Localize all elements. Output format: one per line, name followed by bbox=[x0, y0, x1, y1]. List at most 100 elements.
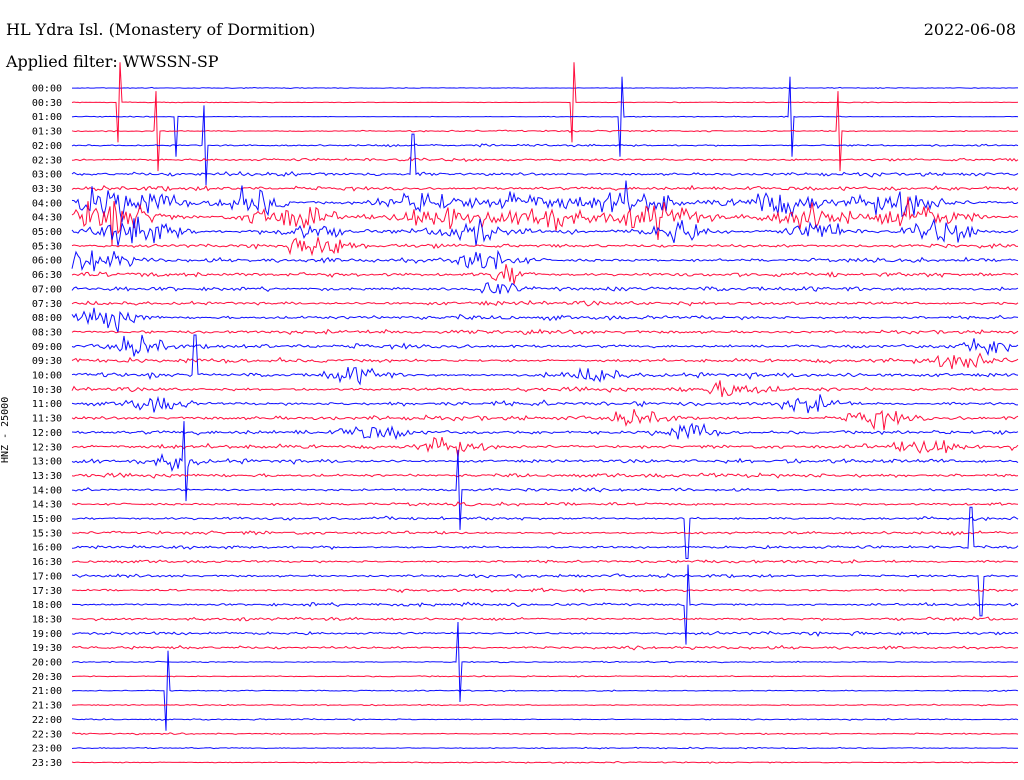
trace-row-2030 bbox=[71, 675, 1019, 678]
row-time-label: 17:00 bbox=[32, 571, 62, 582]
row-time-label: 00:30 bbox=[32, 98, 62, 109]
row-time-label: 21:30 bbox=[32, 701, 62, 712]
trace-row-1400 bbox=[71, 449, 1019, 530]
trace-row-0200 bbox=[71, 105, 1019, 186]
trace-row-0100 bbox=[71, 76, 1019, 157]
trace-row-1600 bbox=[71, 506, 1019, 550]
row-time-label: 20:30 bbox=[32, 672, 62, 683]
row-time-label: 18:30 bbox=[32, 614, 62, 625]
trace-row-1300 bbox=[71, 421, 1019, 502]
row-time-label: 01:00 bbox=[32, 112, 62, 123]
row-time-label: 02:30 bbox=[32, 155, 62, 166]
row-time-label: 00:00 bbox=[32, 84, 62, 95]
row-time-label: 15:00 bbox=[32, 514, 62, 525]
trace-row-2130 bbox=[71, 703, 1019, 707]
trace-row-1000 bbox=[71, 334, 1019, 386]
trace-row-1230 bbox=[71, 436, 1019, 458]
trace-row-2330 bbox=[71, 760, 1019, 764]
row-time-label: 04:00 bbox=[32, 198, 62, 209]
row-time-label: 10:00 bbox=[32, 371, 62, 382]
trace-row-1930 bbox=[71, 644, 1019, 651]
row-time-label: 19:30 bbox=[32, 643, 62, 654]
row-time-label: 11:00 bbox=[32, 399, 62, 410]
row-time-label: 06:00 bbox=[32, 256, 62, 267]
row-time-label: 05:30 bbox=[32, 241, 62, 252]
row-time-label: 15:30 bbox=[32, 528, 62, 539]
row-time-label: 23:00 bbox=[32, 744, 62, 755]
row-time-label: 07:00 bbox=[32, 284, 62, 295]
trace-row-0900 bbox=[71, 334, 1019, 357]
trace-row-0030 bbox=[71, 62, 1019, 143]
trace-row-1830 bbox=[72, 616, 1019, 622]
trace-row-0500 bbox=[71, 216, 1019, 246]
row-time-label: 06:30 bbox=[32, 270, 62, 281]
trace-row-0530 bbox=[71, 237, 1019, 257]
row-time-label: 20:00 bbox=[32, 658, 62, 669]
row-time-label: 07:30 bbox=[32, 299, 62, 310]
row-time-label: 14:00 bbox=[32, 485, 62, 496]
trace-row-2300 bbox=[71, 746, 1019, 750]
trace-row-0430 bbox=[71, 196, 1019, 246]
trace-row-1030 bbox=[71, 380, 1019, 398]
trace-row-2100 bbox=[71, 650, 1019, 731]
row-time-label: 21:00 bbox=[32, 686, 62, 697]
trace-row-0730 bbox=[71, 299, 1019, 307]
trace-row-0630 bbox=[71, 264, 1019, 285]
row-time-label: 16:00 bbox=[32, 543, 62, 554]
row-time-label: 14:30 bbox=[32, 500, 62, 511]
row-time-label: 19:00 bbox=[32, 629, 62, 640]
row-time-label: 08:30 bbox=[32, 327, 62, 338]
row-time-label: 13:30 bbox=[32, 471, 62, 482]
trace-row-0300 bbox=[71, 133, 1019, 178]
row-time-label: 23:30 bbox=[32, 758, 62, 769]
row-time-label: 03:00 bbox=[32, 170, 62, 181]
trace-row-1100 bbox=[71, 394, 1018, 414]
row-time-label: 04:30 bbox=[32, 213, 62, 224]
row-time-label: 22:30 bbox=[32, 729, 62, 740]
trace-row-1700 bbox=[71, 573, 1019, 617]
trace-row-0600 bbox=[71, 249, 1019, 272]
row-time-label: 03:30 bbox=[32, 184, 62, 195]
row-time-label: 17:30 bbox=[32, 586, 62, 597]
trace-row-0000 bbox=[72, 86, 1018, 90]
row-time-label: 10:30 bbox=[32, 385, 62, 396]
trace-row-0330 bbox=[71, 184, 1019, 192]
row-time-label: 11:30 bbox=[32, 414, 62, 425]
row-time-label: 22:00 bbox=[32, 715, 62, 726]
row-time-label: 13:00 bbox=[32, 457, 62, 468]
row-time-label: 02:00 bbox=[32, 141, 62, 152]
trace-row-1130 bbox=[71, 409, 1019, 431]
row-time-ticks: 00:00 00:30 01:00 01:30 02:00 02:30 03:00 03:30… bbox=[32, 84, 62, 769]
trace-row-0930 bbox=[71, 352, 1019, 370]
trace-row-2000 bbox=[71, 621, 1019, 703]
row-time-label: 09:00 bbox=[32, 342, 62, 353]
trace-row-1630 bbox=[71, 559, 1019, 564]
trace-row-1430 bbox=[72, 501, 1019, 507]
trace-row-0130 bbox=[71, 91, 1019, 172]
trace-row-1730 bbox=[71, 587, 1018, 594]
trace-row-0830 bbox=[71, 328, 1019, 335]
filter-label: Applied filter: WWSSN-SP bbox=[6, 52, 219, 71]
row-time-label: 18:00 bbox=[32, 600, 62, 611]
row-time-label: 12:30 bbox=[32, 442, 62, 453]
trace-row-0230 bbox=[71, 156, 1019, 163]
trace-row-0700 bbox=[71, 282, 1019, 295]
row-time-label: 05:00 bbox=[32, 227, 62, 238]
row-time-label: 09:30 bbox=[32, 356, 62, 367]
seismic-traces bbox=[71, 62, 1019, 764]
trace-row-1330 bbox=[71, 472, 1019, 479]
row-time-label: 16:30 bbox=[32, 557, 62, 568]
trace-row-1900 bbox=[71, 630, 1019, 637]
row-time-label: 01:30 bbox=[32, 127, 62, 138]
station-title: HL Ydra Isl. (Monastery of Dormition) bbox=[6, 20, 316, 39]
trace-row-0400 bbox=[71, 180, 1019, 223]
trace-row-1200 bbox=[71, 422, 1019, 441]
date-label: 2022-06-08 bbox=[923, 20, 1016, 39]
trace-row-0800 bbox=[71, 307, 1019, 333]
trace-row-1530 bbox=[71, 530, 1019, 536]
trace-row-2200 bbox=[71, 718, 1019, 721]
trace-row-2230 bbox=[71, 732, 1019, 736]
trace-row-1800 bbox=[71, 564, 1019, 645]
row-time-label: 12:00 bbox=[32, 428, 62, 439]
